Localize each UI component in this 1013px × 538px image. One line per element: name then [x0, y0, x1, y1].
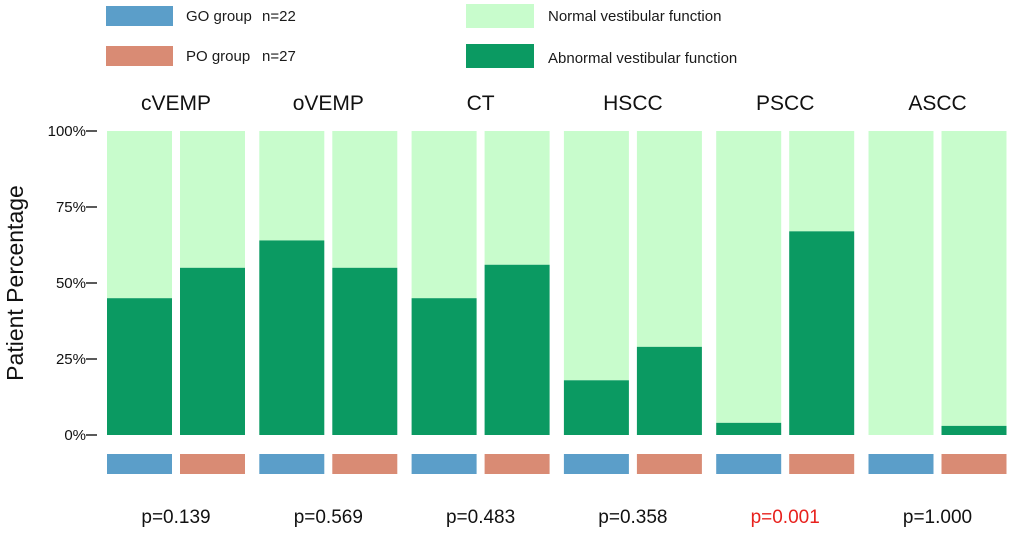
p-value-label: p=0.483 [446, 507, 515, 528]
p-value-label: p=1.000 [903, 507, 972, 528]
panel-title: HSCC [603, 92, 663, 115]
legend-n-po-group: n=27 [262, 48, 296, 65]
group-strip-go [563, 454, 629, 474]
group-strip-po [484, 454, 550, 474]
group-strip-po [941, 454, 1007, 474]
bar-normal-go [259, 131, 325, 241]
panel-ovemp: oVEMP p=0.569 [259, 92, 398, 528]
bar-abnormal-po [789, 231, 855, 435]
bar-normal-po [789, 131, 855, 232]
bar-normal-go [411, 131, 477, 299]
y-axis: 100% 75% 50% 25% 0% [48, 123, 97, 444]
bar-normal-go [107, 131, 172, 299]
bar-abnormal-po [180, 267, 245, 435]
chart-panels: cVEMP p=0.139 oVEMP p=0.569 CT p=0.483 HSCC p=0… [107, 92, 1007, 528]
legend-swatch-normal [466, 4, 534, 28]
legend-label-po-group: PO group [186, 48, 250, 65]
bar-abnormal-go [563, 380, 629, 435]
panel-hscc: HSCC p=0.358 [563, 92, 702, 528]
group-strip-go [259, 454, 325, 474]
bar-abnormal-po [484, 264, 550, 435]
y-axis-label: Patient Percentage [2, 185, 28, 381]
bar-abnormal-po [636, 346, 702, 435]
bar-abnormal-go [107, 298, 172, 435]
bar-abnormal-go [259, 240, 325, 435]
panel-pscc: PSCC p=0.001 [716, 92, 855, 528]
panel-ascc: ASCC p=1.000 [868, 92, 1007, 528]
bar-normal-go [563, 131, 629, 381]
p-value-label: p=0.358 [598, 507, 667, 528]
y-tick-label: 25% [56, 351, 86, 368]
panel-title: CT [467, 92, 495, 115]
panel-title: PSCC [756, 92, 814, 115]
y-tick-label: 100% [48, 123, 86, 140]
group-strip-po [789, 454, 855, 474]
group-strip-go [411, 454, 477, 474]
panel-title: ASCC [908, 92, 966, 115]
legend: GO group n=22 PO group n=27 Normal vesti… [106, 4, 737, 68]
bar-normal-go [716, 131, 782, 423]
bar-normal-po [332, 131, 398, 268]
group-strip-po [332, 454, 398, 474]
y-tick-label: 50% [56, 275, 86, 292]
p-value-label: p=0.569 [294, 507, 363, 528]
bar-abnormal-po [332, 267, 398, 435]
legend-n-go-group: n=22 [262, 8, 296, 25]
y-tick-label: 0% [64, 427, 86, 444]
bar-abnormal-go [716, 422, 782, 435]
bar-normal-po [636, 131, 702, 347]
group-strip-go [716, 454, 782, 474]
group-strip-po [636, 454, 702, 474]
bar-abnormal-po [941, 425, 1007, 435]
legend-label-go-group: GO group [186, 8, 252, 25]
legend-swatch-abnormal [466, 44, 534, 68]
group-strip-po [180, 454, 245, 474]
legend-swatch-go-group [106, 6, 173, 26]
group-strip-go [868, 454, 934, 474]
legend-label-abnormal: Abnormal vestibular function [548, 50, 737, 67]
legend-swatch-po-group [106, 46, 173, 66]
bar-normal-po [180, 131, 245, 268]
panel-ct: CT p=0.483 [411, 92, 550, 528]
panel-cvemp: cVEMP p=0.139 [107, 92, 245, 528]
bar-abnormal-go [411, 298, 477, 435]
group-strip-go [107, 454, 172, 474]
p-value-label: p=0.139 [141, 507, 210, 528]
panel-title: oVEMP [293, 92, 364, 115]
bar-normal-po [941, 131, 1007, 426]
bar-normal-po [484, 131, 550, 265]
y-tick-label: 75% [56, 199, 86, 216]
p-value-label: p=0.001 [751, 507, 820, 528]
legend-label-normal: Normal vestibular function [548, 8, 721, 25]
panel-title: cVEMP [141, 92, 211, 115]
bar-normal-go [868, 131, 934, 435]
